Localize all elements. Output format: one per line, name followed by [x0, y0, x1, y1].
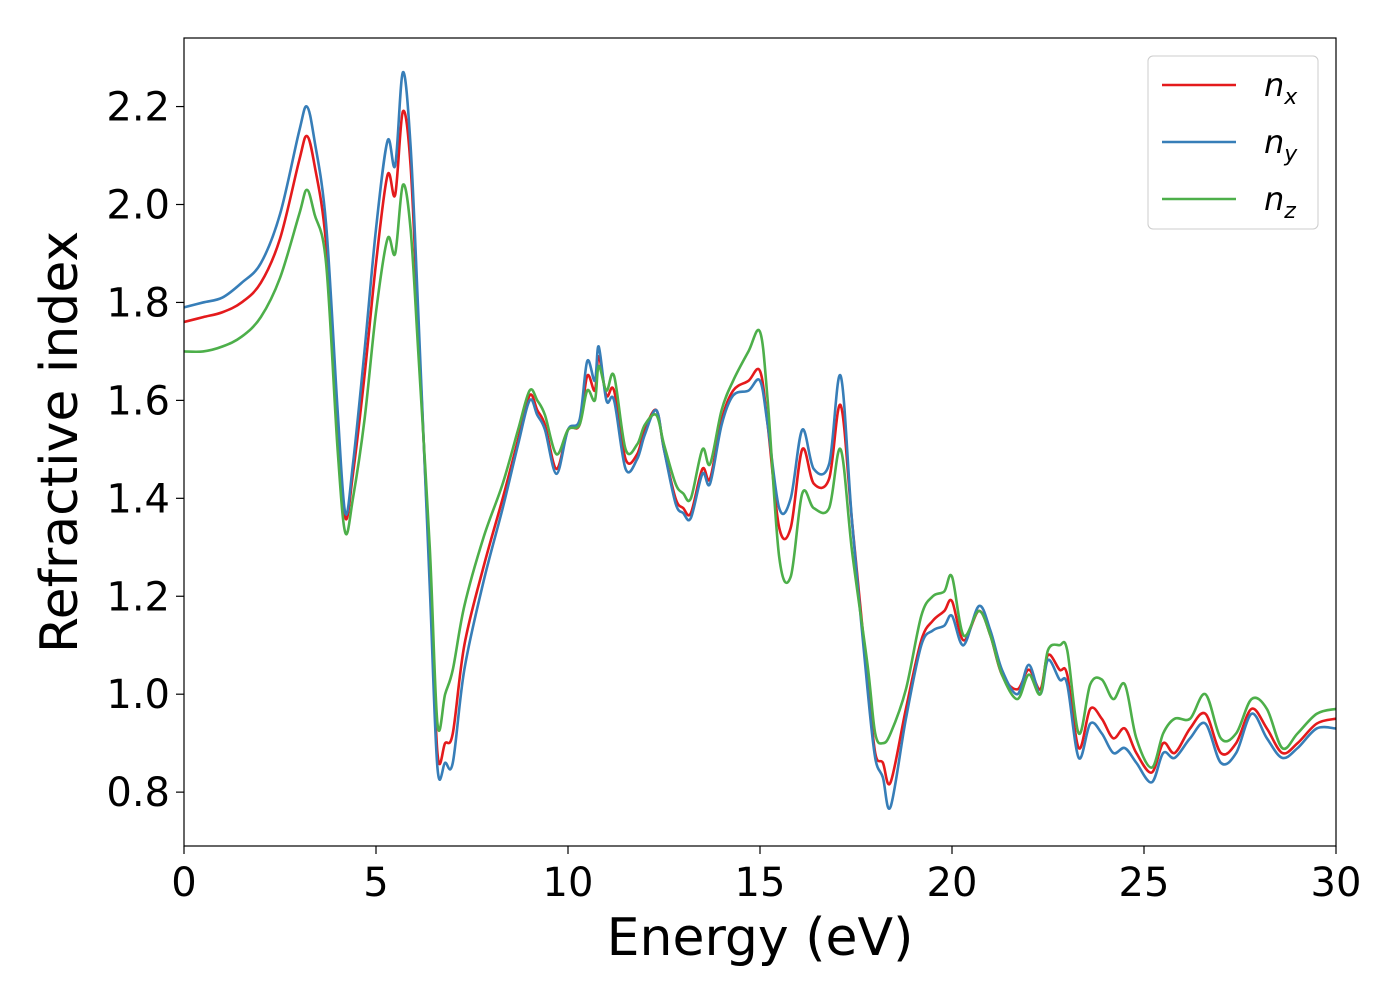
x-tick-label: 30 [1311, 860, 1362, 906]
x-tick-label: 15 [735, 860, 786, 906]
y-tick-label: 2.2 [106, 85, 170, 131]
series-line-nz [184, 183, 1336, 769]
x-tick-label: 25 [1119, 860, 1170, 906]
y-tick-label: 1.4 [106, 476, 170, 522]
y-tick-label: 0.8 [106, 770, 170, 816]
series-line-nx [184, 109, 1336, 786]
y-axis: 0.8 1.0 1.2 1.4 1.6 1.8 2.0 2.2 [106, 85, 184, 816]
y-tick-label: 1.6 [106, 378, 170, 424]
x-axis: 0 5 10 15 20 25 30 [171, 846, 1361, 906]
x-tick-label: 20 [927, 860, 978, 906]
series-line-ny [184, 70, 1336, 811]
x-tick-label: 5 [363, 860, 388, 906]
x-axis-label: Energy (eV) [607, 908, 914, 968]
x-tick-label: 0 [171, 860, 196, 906]
y-tick-label: 1.8 [106, 280, 170, 326]
legend-label-ny: ny [1264, 123, 1298, 167]
y-tick-label: 1.2 [106, 574, 170, 620]
series-layer [184, 70, 1336, 811]
x-tick-label: 10 [543, 860, 594, 906]
y-tick-label: 2.0 [106, 182, 170, 228]
y-tick-label: 1.0 [106, 672, 170, 718]
plot-area [184, 38, 1336, 846]
y-axis-label: Refractive index [30, 231, 90, 653]
